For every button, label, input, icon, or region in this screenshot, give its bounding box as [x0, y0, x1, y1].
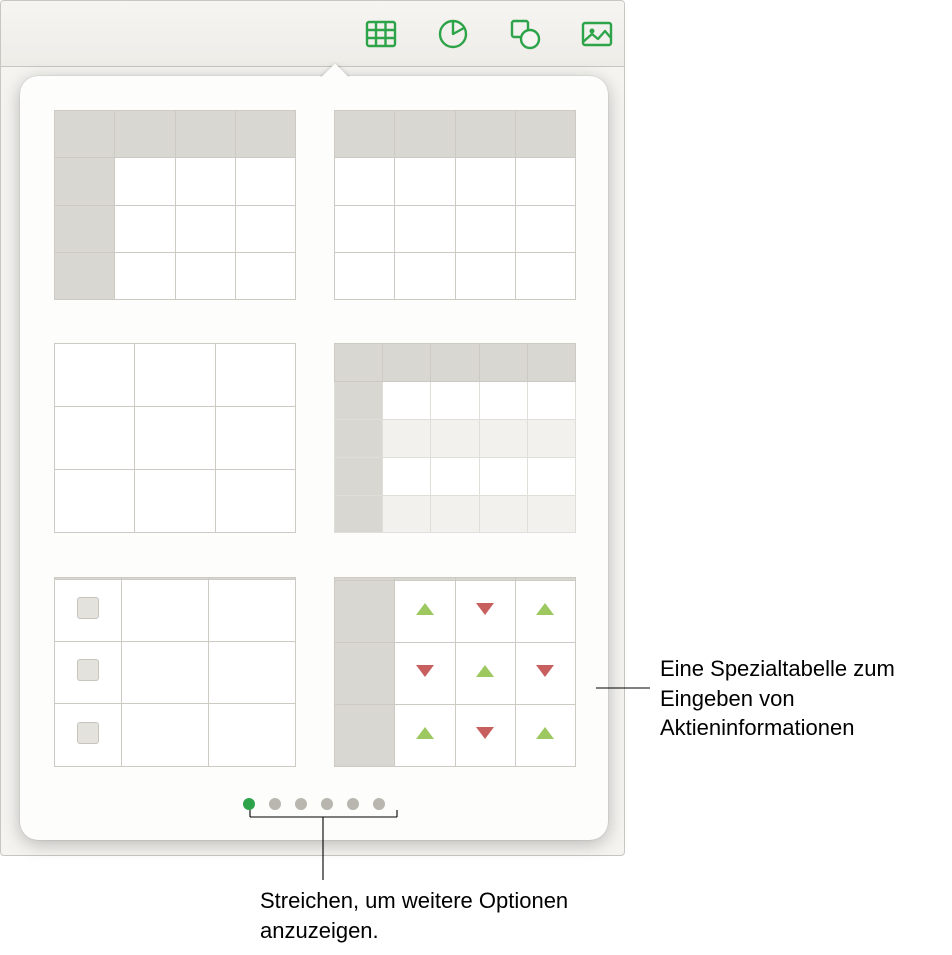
arrow-up-icon [476, 665, 494, 677]
page-dot-6[interactable] [373, 798, 385, 810]
arrow-up-icon [536, 727, 554, 739]
arrow-up-icon [416, 727, 434, 739]
toolbar [1, 1, 624, 67]
table-style-header-row-col[interactable] [54, 110, 296, 300]
arrow-up-icon [416, 603, 434, 615]
page-indicator[interactable] [54, 798, 574, 810]
checkbox-icon [77, 722, 99, 744]
arrow-down-icon [416, 665, 434, 677]
popover-arrow [320, 62, 350, 77]
checkbox-icon [77, 597, 99, 619]
page-dot-4[interactable] [321, 798, 333, 810]
arrow-down-icon [476, 603, 494, 615]
table-style-header-row[interactable] [334, 110, 576, 300]
shape-icon[interactable] [506, 15, 544, 53]
table-style-grid [54, 110, 574, 770]
chart-icon[interactable] [434, 15, 472, 53]
arrow-down-icon [476, 727, 494, 739]
table-style-stock[interactable] [334, 577, 576, 767]
table-styles-popover [20, 76, 608, 840]
media-icon[interactable] [578, 15, 616, 53]
table-style-checklist[interactable] [54, 577, 296, 767]
page-dot-3[interactable] [295, 798, 307, 810]
table-icon[interactable] [362, 15, 400, 53]
arrow-down-icon [536, 665, 554, 677]
table-style-striped[interactable] [334, 343, 576, 533]
page-dot-1[interactable] [243, 798, 255, 810]
table-style-plain[interactable] [54, 343, 296, 533]
checkbox-icon [77, 659, 99, 681]
arrow-up-icon [536, 603, 554, 615]
callout-page-dots: Streichen, um weitere Optionen anzuzeige… [260, 886, 600, 945]
page-dot-5[interactable] [347, 798, 359, 810]
page-dot-2[interactable] [269, 798, 281, 810]
callout-stock-table: Eine Spezialtabelle zum Eingeben von Akt… [660, 654, 950, 743]
